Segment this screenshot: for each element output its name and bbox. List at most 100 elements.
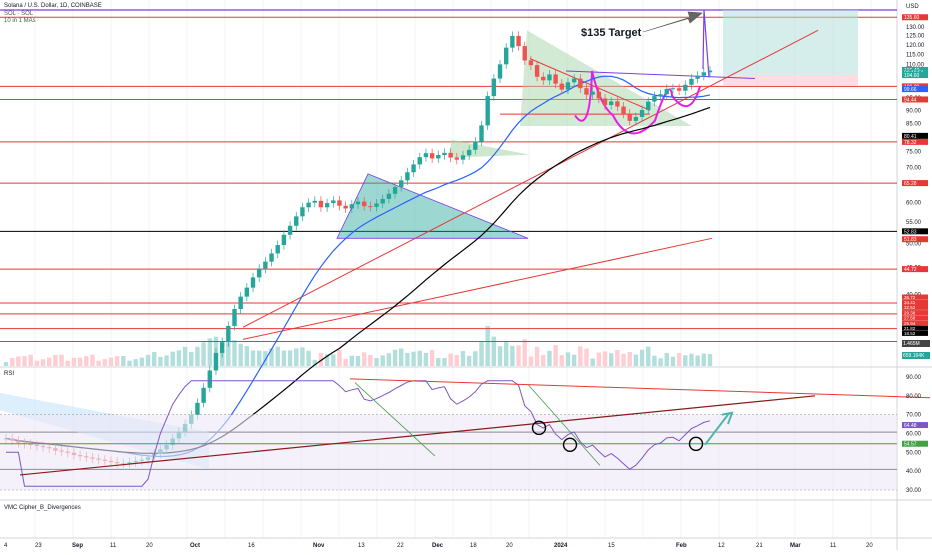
volume-tag-label: 1.465M	[903, 341, 920, 347]
rsi-axis-label: 50.00	[906, 450, 922, 456]
volume-bar	[145, 354, 151, 366]
price-tag-label: 65.28	[904, 181, 917, 187]
candle-body	[232, 308, 237, 326]
candle-body	[226, 325, 231, 343]
small-price-tag-label: 21.82	[904, 326, 916, 331]
take-profit-zone	[723, 10, 858, 76]
price-axis-label: 130.00	[906, 25, 925, 31]
small-price-tag-label: 25.94	[904, 321, 916, 326]
price-tag-label: 78.32	[904, 140, 917, 146]
volume-bar	[399, 348, 404, 366]
volume-bar	[263, 351, 268, 366]
volume-bar	[9, 358, 15, 366]
time-axis-label: 11	[110, 543, 117, 549]
volume-bar	[701, 353, 707, 366]
volume-bar	[522, 339, 527, 366]
volume-bar	[652, 355, 657, 366]
time-axis-label: Nov	[313, 543, 325, 549]
volume-bar	[590, 358, 595, 366]
volume-bar	[473, 351, 478, 366]
volume-bar	[361, 352, 367, 366]
candle-body	[405, 172, 410, 181]
candle-body	[683, 84, 688, 91]
price-axis-label: 50.00	[906, 242, 922, 248]
price-tag-label: 135.60	[904, 15, 920, 21]
volume-bar	[707, 354, 713, 366]
volume-bar	[683, 355, 688, 366]
candle-body	[207, 370, 212, 388]
volume-bar	[238, 343, 243, 366]
volume-bar	[306, 350, 311, 366]
volume-bar	[559, 355, 564, 366]
candle-body	[646, 101, 651, 111]
price-axis-label: 125.00	[906, 34, 925, 40]
small-price-tag	[902, 330, 928, 336]
candle-body	[219, 342, 225, 353]
candle-body	[213, 352, 219, 371]
target-annotation: $135 Target	[581, 27, 642, 39]
candle-body	[510, 35, 515, 48]
volume-bar	[59, 354, 64, 366]
candle-body	[615, 101, 620, 107]
candle-body	[399, 180, 404, 187]
candle-body	[337, 200, 342, 206]
candle-body	[448, 152, 453, 158]
time-axis-label: 20	[866, 543, 873, 549]
time-axis-label: 18	[470, 543, 477, 549]
ma-fast-line	[5, 75, 711, 458]
candle-body	[411, 164, 416, 173]
currency-label: USD	[906, 4, 919, 10]
rsi-panel: 90.00 80.00 70.00 60.00 50.00 40.00 30.00 64.48…	[0, 375, 931, 494]
pattern-shapes	[0, 9, 819, 470]
candle-body	[541, 76, 546, 81]
price-axis-label: 85.00	[906, 121, 922, 127]
volume-bar	[256, 350, 262, 366]
price-tag	[902, 132, 928, 139]
rsi-tag-label: 54.57	[904, 442, 917, 448]
rsi-axis-label: 30.00	[906, 488, 922, 494]
candle-body	[547, 74, 552, 81]
volume-bar	[189, 352, 194, 366]
candle-body	[608, 101, 614, 106]
time-axis-label: 15	[608, 543, 615, 549]
candle-body	[571, 78, 577, 83]
volume-bar	[281, 350, 287, 366]
volume-bar	[689, 353, 694, 366]
volume-bar	[602, 351, 608, 366]
price-tag	[902, 236, 928, 243]
volume-bar	[368, 355, 373, 366]
rsi-axis-label: 80.00	[906, 394, 922, 400]
small-price-tag	[902, 299, 928, 305]
volume-bar	[633, 354, 639, 366]
volume-bar	[411, 351, 416, 366]
volume-bar	[676, 353, 682, 366]
small-price-tag-label: 18.52	[904, 331, 916, 336]
candle-body	[281, 234, 287, 246]
volume-bar	[460, 351, 466, 366]
candle-body	[244, 287, 250, 297]
volume-bar	[528, 356, 534, 366]
price-tag-label: 44.72	[904, 267, 917, 273]
volume-bar	[331, 354, 336, 366]
indicator-name: 10 in 1 MAs	[4, 18, 36, 24]
time-axis-label: 20	[506, 543, 513, 549]
candle-body	[269, 253, 274, 262]
price-axis-label: 35.00	[906, 323, 922, 329]
volume-bar	[170, 351, 175, 366]
time-axis-label: Mar	[790, 543, 801, 549]
volume-bar	[226, 342, 231, 366]
volume-bar	[102, 359, 108, 366]
candle-body	[473, 141, 478, 150]
volume-bar	[324, 354, 330, 366]
volume-bar	[312, 359, 317, 366]
volume-bar	[627, 352, 632, 366]
rsi-circle-marker	[531, 420, 547, 436]
volume-bar	[16, 356, 21, 366]
candle-body	[633, 116, 639, 121]
small-price-tag	[902, 325, 928, 331]
candle-body	[707, 70, 713, 73]
candle-body	[670, 88, 676, 90]
small-price-tag	[902, 304, 928, 310]
